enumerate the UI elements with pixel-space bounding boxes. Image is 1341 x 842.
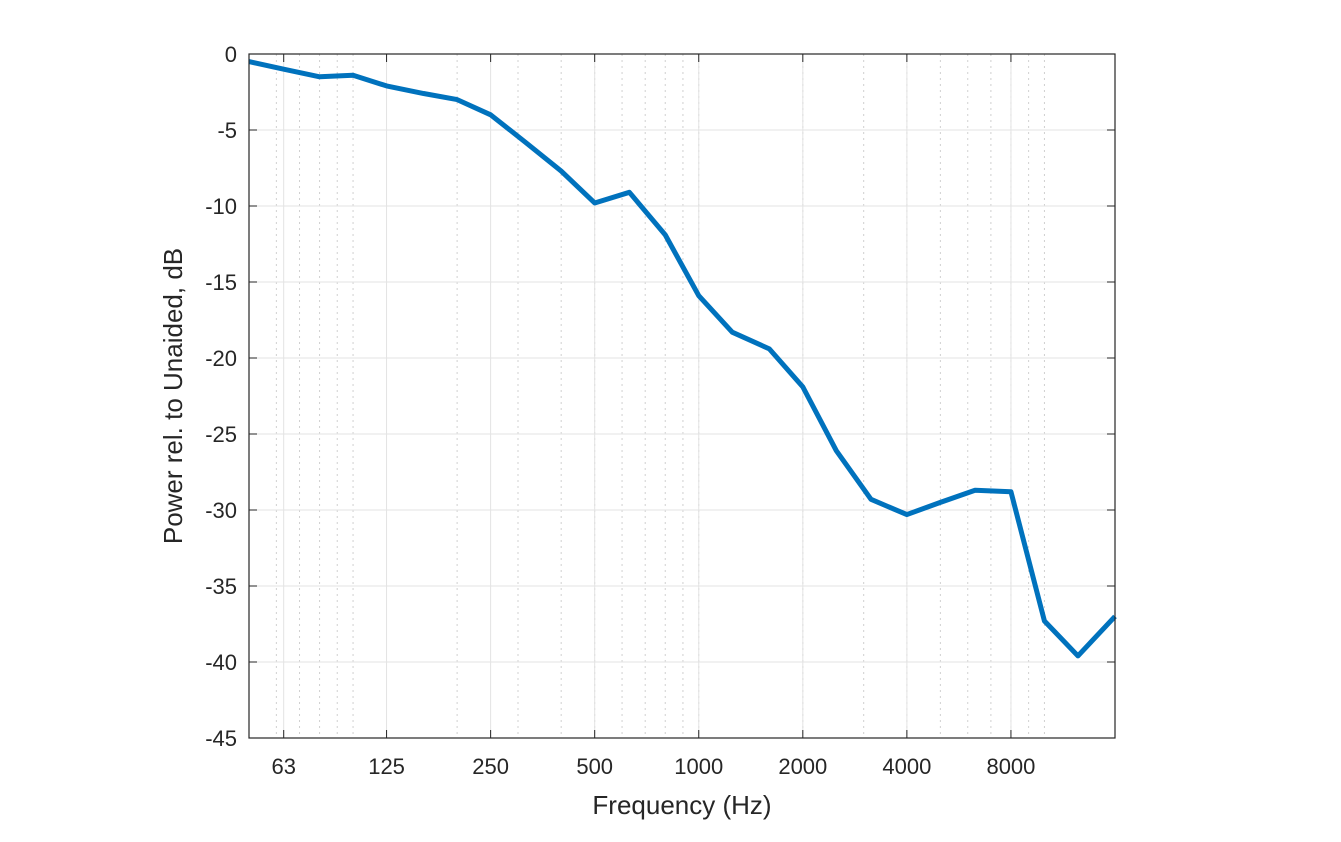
- y-tick-label: -40: [205, 650, 237, 675]
- x-tick-labels: 63 125 250 500 1000 2000 4000 8000: [271, 754, 1035, 779]
- x-tick-label: 125: [368, 754, 405, 779]
- x-tick-label: 250: [472, 754, 509, 779]
- x-tick-label: 63: [271, 754, 295, 779]
- x-tick-label: 2000: [778, 754, 827, 779]
- plot-frame: [248, 53, 1116, 739]
- grid-lines: [249, 54, 1115, 738]
- series-line: [248, 59, 1117, 659]
- y-tick-label: -10: [205, 194, 237, 219]
- y-tick-label: -5: [217, 118, 237, 143]
- y-tick-label: -25: [205, 422, 237, 447]
- axis-ticks: [249, 53, 1115, 739]
- series-layer: [248, 59, 1117, 659]
- y-tick-labels: 0 -5 -10 -15 -20 -25 -30 -35 -40 -45: [205, 42, 237, 751]
- x-tick-label: 1000: [674, 754, 723, 779]
- y-tick-label: -20: [205, 346, 237, 371]
- x-axis-label: Frequency (Hz): [592, 790, 771, 820]
- y-tick-label: 0: [225, 42, 237, 67]
- y-tick-label: -15: [205, 270, 237, 295]
- y-tick-label: -30: [205, 498, 237, 523]
- x-tick-label: 500: [576, 754, 613, 779]
- x-tick-label: 4000: [882, 754, 931, 779]
- y-tick-label: -45: [205, 726, 237, 751]
- y-axis-label: Power rel. to Unaided, dB: [158, 248, 188, 544]
- y-tick-label: -35: [205, 574, 237, 599]
- x-tick-label: 8000: [986, 754, 1035, 779]
